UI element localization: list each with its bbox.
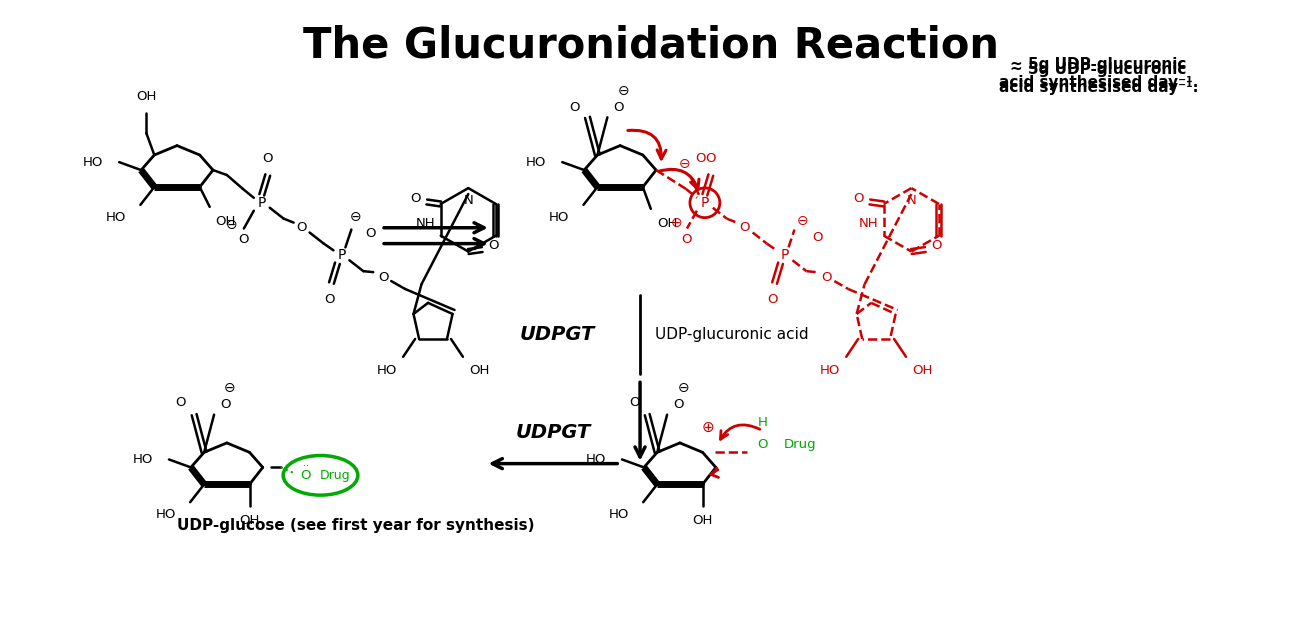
Text: H: H <box>758 415 767 429</box>
FancyArrowPatch shape <box>720 425 760 439</box>
Text: HO: HO <box>820 364 840 377</box>
Text: O: O <box>238 233 249 246</box>
Text: OH: OH <box>216 215 236 228</box>
Text: N: N <box>906 194 917 207</box>
Text: O: O <box>682 233 693 246</box>
Text: O: O <box>324 293 335 306</box>
Text: O: O <box>263 152 273 165</box>
Text: HO: HO <box>549 211 569 224</box>
Text: OH: OH <box>469 364 490 377</box>
Text: OH: OH <box>911 364 932 377</box>
FancyArrowPatch shape <box>659 169 699 189</box>
Text: P: P <box>258 196 266 210</box>
Text: UDPGT: UDPGT <box>519 325 595 345</box>
Text: HO: HO <box>586 453 607 466</box>
Text: ⊕: ⊕ <box>702 419 713 435</box>
Text: O: O <box>740 221 750 234</box>
Text: O: O <box>756 438 768 451</box>
Text: O: O <box>410 192 421 205</box>
Text: O: O <box>695 152 706 165</box>
Text: ~ 5g UDP-glucuronic
acid synthesised day⁻¹.: ~ 5g UDP-glucuronic acid synthesised day… <box>999 62 1198 95</box>
Text: O: O <box>767 293 777 306</box>
Text: HO: HO <box>609 508 629 521</box>
Text: O: O <box>301 469 311 482</box>
Text: HO: HO <box>105 211 126 224</box>
Text: O: O <box>488 239 499 252</box>
Text: Drug: Drug <box>784 438 816 451</box>
Text: ⊖: ⊖ <box>677 381 689 395</box>
Text: O: O <box>706 152 716 165</box>
Text: NH: NH <box>859 216 879 230</box>
Text: O: O <box>297 221 307 234</box>
Text: O: O <box>812 231 823 244</box>
Text: OH: OH <box>656 216 677 230</box>
Text: OH: OH <box>137 90 156 103</box>
Text: O: O <box>931 239 941 252</box>
Text: O: O <box>629 396 639 409</box>
Text: O: O <box>673 398 684 411</box>
Text: O: O <box>853 192 863 205</box>
Text: P: P <box>337 248 345 262</box>
Text: ..: .. <box>302 458 309 468</box>
Text: O: O <box>176 396 186 409</box>
Text: HO: HO <box>83 156 103 169</box>
Text: OH: OH <box>693 514 712 527</box>
Text: NH: NH <box>417 216 436 230</box>
FancyArrowPatch shape <box>628 130 667 159</box>
Text: O: O <box>569 101 579 114</box>
Text: HO: HO <box>376 364 397 377</box>
Text: Drug: Drug <box>320 469 350 482</box>
Text: ⊖: ⊖ <box>227 218 238 231</box>
Text: O: O <box>822 271 832 284</box>
Text: The Glucuronidation Reaction: The Glucuronidation Reaction <box>303 25 999 67</box>
Text: O: O <box>613 101 624 114</box>
Text: ⊖: ⊖ <box>349 210 361 223</box>
Text: P: P <box>700 196 710 210</box>
Text: OH: OH <box>240 514 259 527</box>
Text: O: O <box>378 271 388 284</box>
Text: O: O <box>366 227 376 240</box>
Text: ~ 5g UDP-glucuronic
acid synthesised day⁻¹.: ~ 5g UDP-glucuronic acid synthesised day… <box>999 57 1198 90</box>
Text: UDPGT: UDPGT <box>516 423 591 442</box>
Text: ⊖: ⊖ <box>617 83 629 98</box>
Text: O: O <box>220 398 230 411</box>
Text: ⊖: ⊖ <box>680 157 691 171</box>
Text: ⊖: ⊖ <box>797 213 809 228</box>
Text: UDP-glucose (see first year for synthesis): UDP-glucose (see first year for synthesi… <box>177 518 535 532</box>
Text: UDP-glucuronic acid: UDP-glucuronic acid <box>655 327 809 342</box>
Text: N: N <box>464 194 473 207</box>
Text: HO: HO <box>133 453 154 466</box>
Text: HO: HO <box>156 508 176 521</box>
Text: ⊖: ⊖ <box>224 381 236 395</box>
FancyArrowPatch shape <box>711 468 719 478</box>
Text: P: P <box>780 248 789 262</box>
Text: HO: HO <box>526 156 547 169</box>
Text: ⊖: ⊖ <box>671 216 682 230</box>
